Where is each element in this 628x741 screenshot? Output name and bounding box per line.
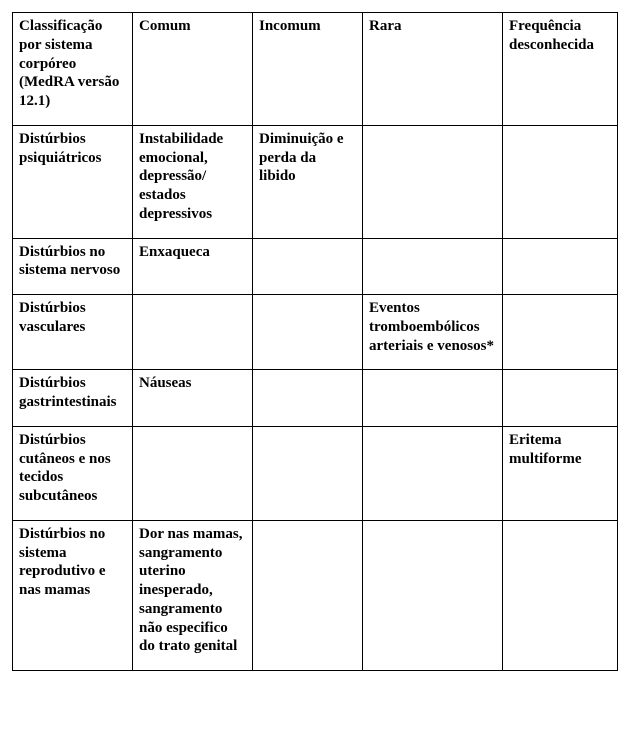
row-label: Distúrbios cutâneos e nos tecidos subcut… [13, 426, 133, 520]
cell-common: Enxaqueca [133, 238, 253, 295]
cell-common [133, 426, 253, 520]
cell-common: Náuseas [133, 370, 253, 427]
row-label: Distúrbios vasculares [13, 295, 133, 370]
table-header-row: Classificação por sistema corpóreo (MedR… [13, 13, 618, 126]
row-label: Distúrbios no sistema reprodutivo e nas … [13, 520, 133, 670]
cell-uncommon [253, 238, 363, 295]
cell-uncommon [253, 370, 363, 427]
cell-rare [363, 520, 503, 670]
cell-common: Instabilidade emocional, depressão/ esta… [133, 125, 253, 238]
table-row: Distúrbios no sistema nervoso Enxaqueca [13, 238, 618, 295]
cell-uncommon [253, 295, 363, 370]
row-label: Distúrbios gastrintestinais [13, 370, 133, 427]
table-row: Distúrbios no sistema reprodutivo e nas … [13, 520, 618, 670]
cell-uncommon: Diminuição e perda da libido [253, 125, 363, 238]
table-row: Distúrbios gastrintestinais Náuseas [13, 370, 618, 427]
table-row: Distúrbios cutâneos e nos tecidos subcut… [13, 426, 618, 520]
adverse-effects-table: Classificação por sistema corpóreo (MedR… [12, 12, 618, 671]
cell-unknown [503, 370, 618, 427]
table-row: Distúrbios vasculares Eventos tromboembó… [13, 295, 618, 370]
cell-unknown [503, 295, 618, 370]
cell-rare [363, 426, 503, 520]
col-header-uncommon: Incomum [253, 13, 363, 126]
col-header-rare: Rara [363, 13, 503, 126]
cell-common: Dor nas mamas, sangramento uterino inesp… [133, 520, 253, 670]
cell-uncommon [253, 520, 363, 670]
cell-rare: Eventos tromboembólicos arteriais e veno… [363, 295, 503, 370]
cell-rare [363, 238, 503, 295]
cell-rare [363, 370, 503, 427]
cell-rare [363, 125, 503, 238]
col-header-common: Comum [133, 13, 253, 126]
cell-unknown [503, 238, 618, 295]
cell-uncommon [253, 426, 363, 520]
col-header-unknown: Frequência desconhecida [503, 13, 618, 126]
col-header-classification: Classificação por sistema corpóreo (MedR… [13, 13, 133, 126]
cell-unknown [503, 125, 618, 238]
row-label: Distúrbios no sistema nervoso [13, 238, 133, 295]
cell-unknown: Eritema multiforme [503, 426, 618, 520]
table-row: Distúrbios psiquiátricos Instabilidade e… [13, 125, 618, 238]
row-label: Distúrbios psiquiátricos [13, 125, 133, 238]
cell-unknown [503, 520, 618, 670]
cell-common [133, 295, 253, 370]
